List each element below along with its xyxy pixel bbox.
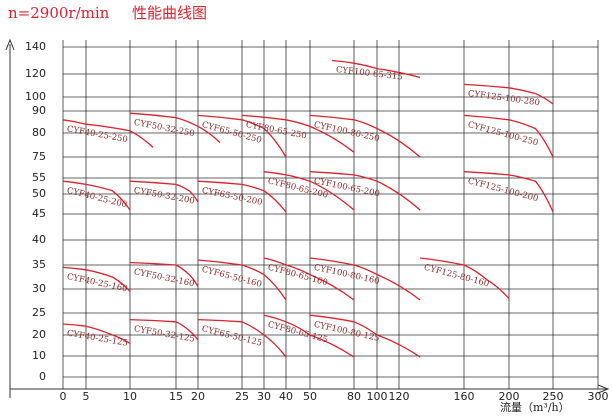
curve [129,180,199,203]
x-tick-label: 10 [123,390,137,403]
y-tick-label: 120 [25,67,46,80]
curve [62,180,131,211]
curve-label: CYF40-25-160 [66,272,128,294]
y-tick-label: 0 [39,370,46,383]
x-tick-label: 20 [191,390,205,403]
curve-label: CYF65-50-200 [201,186,263,208]
x-axis-title: 流量（m³/h） [500,400,570,414]
y-tick-label: 40 [32,233,46,246]
x-tick-label: 0 [60,390,67,403]
y-tick-label: 75 [32,150,46,163]
y-tick-label: 50 [32,187,46,200]
x-tick-label: 50 [303,390,317,403]
curve [129,261,199,287]
x-tick-label: 300 [588,390,609,403]
curve [463,83,554,105]
curve [309,314,421,358]
y-tick-label: 90 [32,104,46,117]
chart-subtitle: 性能曲线图 [132,4,207,22]
y-tick-label: 10 [32,349,46,362]
curve [129,112,221,144]
y-tick-label: 55 [32,171,46,184]
curve-label: CYF40-25-250 [66,124,128,145]
x-tick-label: 160 [454,390,475,403]
x-tick-label: 30 [257,390,271,403]
curve-label: CYF65-50-160 [201,265,263,290]
curve [263,314,355,358]
y-axis-arrow [5,38,15,51]
x-tick-label: 80 [347,390,361,403]
curve-label: CYF125-80-160 [423,263,490,290]
y-tick-label: 80 [32,126,46,139]
y-tick-label: 30 [32,282,46,295]
curve [263,257,355,301]
y-tick-label: 140 [25,40,46,53]
curve-label: CYF40-25-125 [66,329,128,349]
curve [263,171,355,211]
x-tick-label: 120 [389,390,410,403]
x-tick-label: 25 [235,390,249,403]
curve [62,323,131,344]
x-tick-label: 15 [169,390,183,403]
curve [463,114,554,158]
curve [309,114,421,158]
curve-label: CYF100-65-315 [335,65,403,83]
curve-label: CYF50-32-160 [133,267,195,289]
curve [331,59,421,79]
x-tick-label: 200 [499,390,520,403]
curve [197,259,287,301]
y-tick-label: 35 [32,258,46,271]
curve [197,114,287,158]
y-tick-label: 25 [32,306,46,319]
curve [62,266,131,292]
curve [62,119,154,148]
curve [197,318,287,358]
curve [309,257,421,301]
x-tick-label: 250 [543,390,564,403]
curve [129,318,199,341]
y-tick-label: 20 [32,328,46,341]
curve [241,114,355,153]
curve [197,180,287,213]
x-axis-arrow [597,384,610,394]
y-tick-label: 45 [32,207,46,220]
x-tick-label: 100 [367,390,388,403]
curve-label: CYF40-25-200 [66,186,128,211]
curve [420,257,510,300]
x-tick-label: 5 [83,390,90,403]
curve-label: CYF125-100-200 [467,176,540,204]
x-tick-label: 40 [279,390,293,403]
curve-label: CYF125-100-250 [467,120,540,148]
curve [463,171,554,213]
y-tick-label: 100 [25,90,46,103]
chart-title: n=2900r/min [8,4,110,22]
curve [309,171,421,211]
